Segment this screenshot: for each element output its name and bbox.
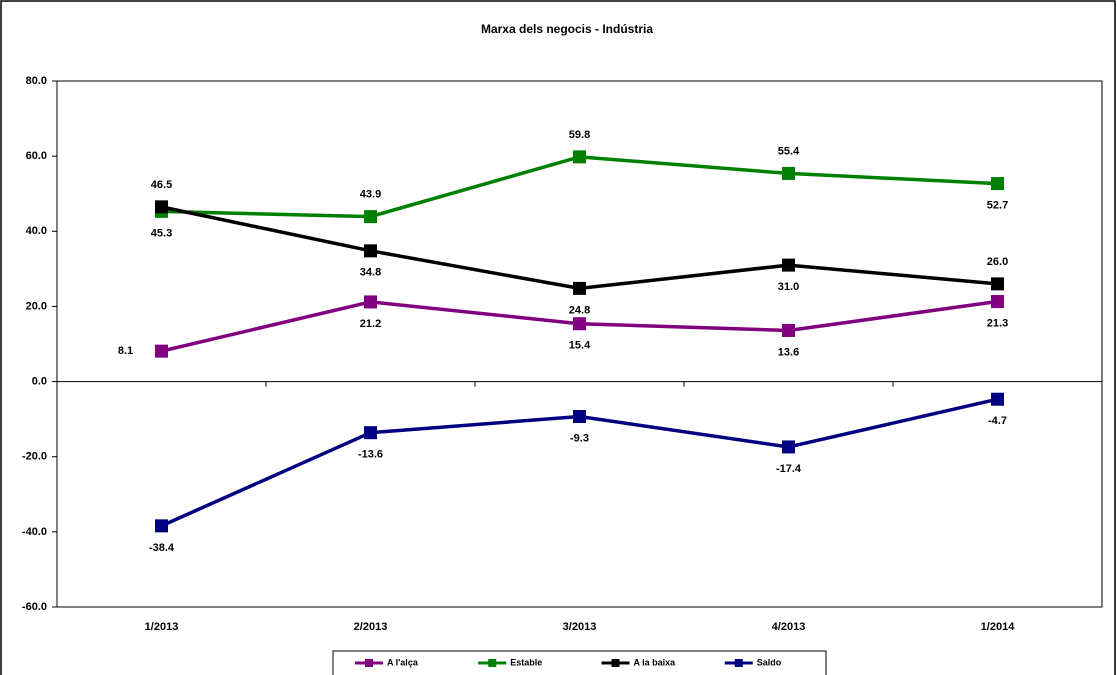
data-point xyxy=(155,200,168,214)
data-point xyxy=(782,258,795,272)
data-label: 15.4 xyxy=(569,340,591,352)
y-tick-label: -60.0 xyxy=(22,601,47,613)
data-label: -38.4 xyxy=(149,542,175,554)
data-point xyxy=(573,317,586,331)
data-label: -4.7 xyxy=(988,415,1007,427)
data-label: 34.8 xyxy=(360,267,381,279)
legend-marker xyxy=(611,659,620,667)
x-tick-label: 3/2013 xyxy=(563,621,597,633)
data-point xyxy=(782,323,795,337)
data-point xyxy=(991,295,1004,309)
data-point xyxy=(991,277,1004,291)
data-label: -13.6 xyxy=(358,449,383,461)
data-label: 52.7 xyxy=(987,199,1008,211)
data-label: -9.3 xyxy=(570,432,589,444)
x-tick-label: 2/2013 xyxy=(354,621,388,633)
data-point xyxy=(155,519,168,533)
data-label: 45.3 xyxy=(151,227,172,239)
data-point xyxy=(573,150,586,164)
data-label: -17.4 xyxy=(776,463,802,475)
data-label: 26.0 xyxy=(987,256,1008,268)
data-label: 55.4 xyxy=(778,145,800,157)
data-label: 8.1 xyxy=(118,345,133,357)
data-point xyxy=(364,244,377,258)
legend-marker xyxy=(365,659,373,667)
data-point xyxy=(782,440,795,454)
data-label: 59.8 xyxy=(569,129,590,141)
data-point xyxy=(364,210,377,224)
legend-marker xyxy=(488,659,497,667)
x-tick-label: 1/2014 xyxy=(981,621,1016,633)
data-label: 13.6 xyxy=(778,346,799,358)
chart-title: Marxa dels negocis - Indústria xyxy=(481,22,653,36)
data-label: 31.0 xyxy=(778,281,799,293)
legend-marker xyxy=(734,659,743,667)
data-label: 46.5 xyxy=(151,179,172,191)
plot-border xyxy=(56,80,1103,608)
data-point xyxy=(364,426,377,440)
y-tick-label: -20.0 xyxy=(22,451,47,463)
y-tick-label: 40.0 xyxy=(26,225,47,237)
data-label: 21.3 xyxy=(987,317,1008,329)
legend-label: Estable xyxy=(510,657,542,667)
y-tick-label: 80.0 xyxy=(26,75,47,87)
data-label: 43.9 xyxy=(360,189,381,201)
data-point xyxy=(364,295,377,309)
data-point xyxy=(573,281,586,295)
y-tick-label: -40.0 xyxy=(22,526,47,538)
data-point xyxy=(573,410,586,424)
data-point xyxy=(782,166,795,180)
legend-label: A l'alça xyxy=(387,657,419,667)
data-label: 24.8 xyxy=(569,304,590,316)
data-point xyxy=(991,177,1004,191)
y-tick-label: 0.0 xyxy=(32,375,47,387)
y-tick-label: 60.0 xyxy=(26,150,47,162)
x-tick-label: 4/2013 xyxy=(772,621,806,633)
legend-label: A la baixa xyxy=(634,657,677,667)
legend-label: Saldo xyxy=(757,657,782,667)
x-tick-label: 1/2013 xyxy=(145,621,179,633)
data-point xyxy=(991,392,1004,406)
y-tick-label: 20.0 xyxy=(26,300,47,312)
data-label: 21.2 xyxy=(360,318,381,330)
data-point xyxy=(155,344,168,358)
